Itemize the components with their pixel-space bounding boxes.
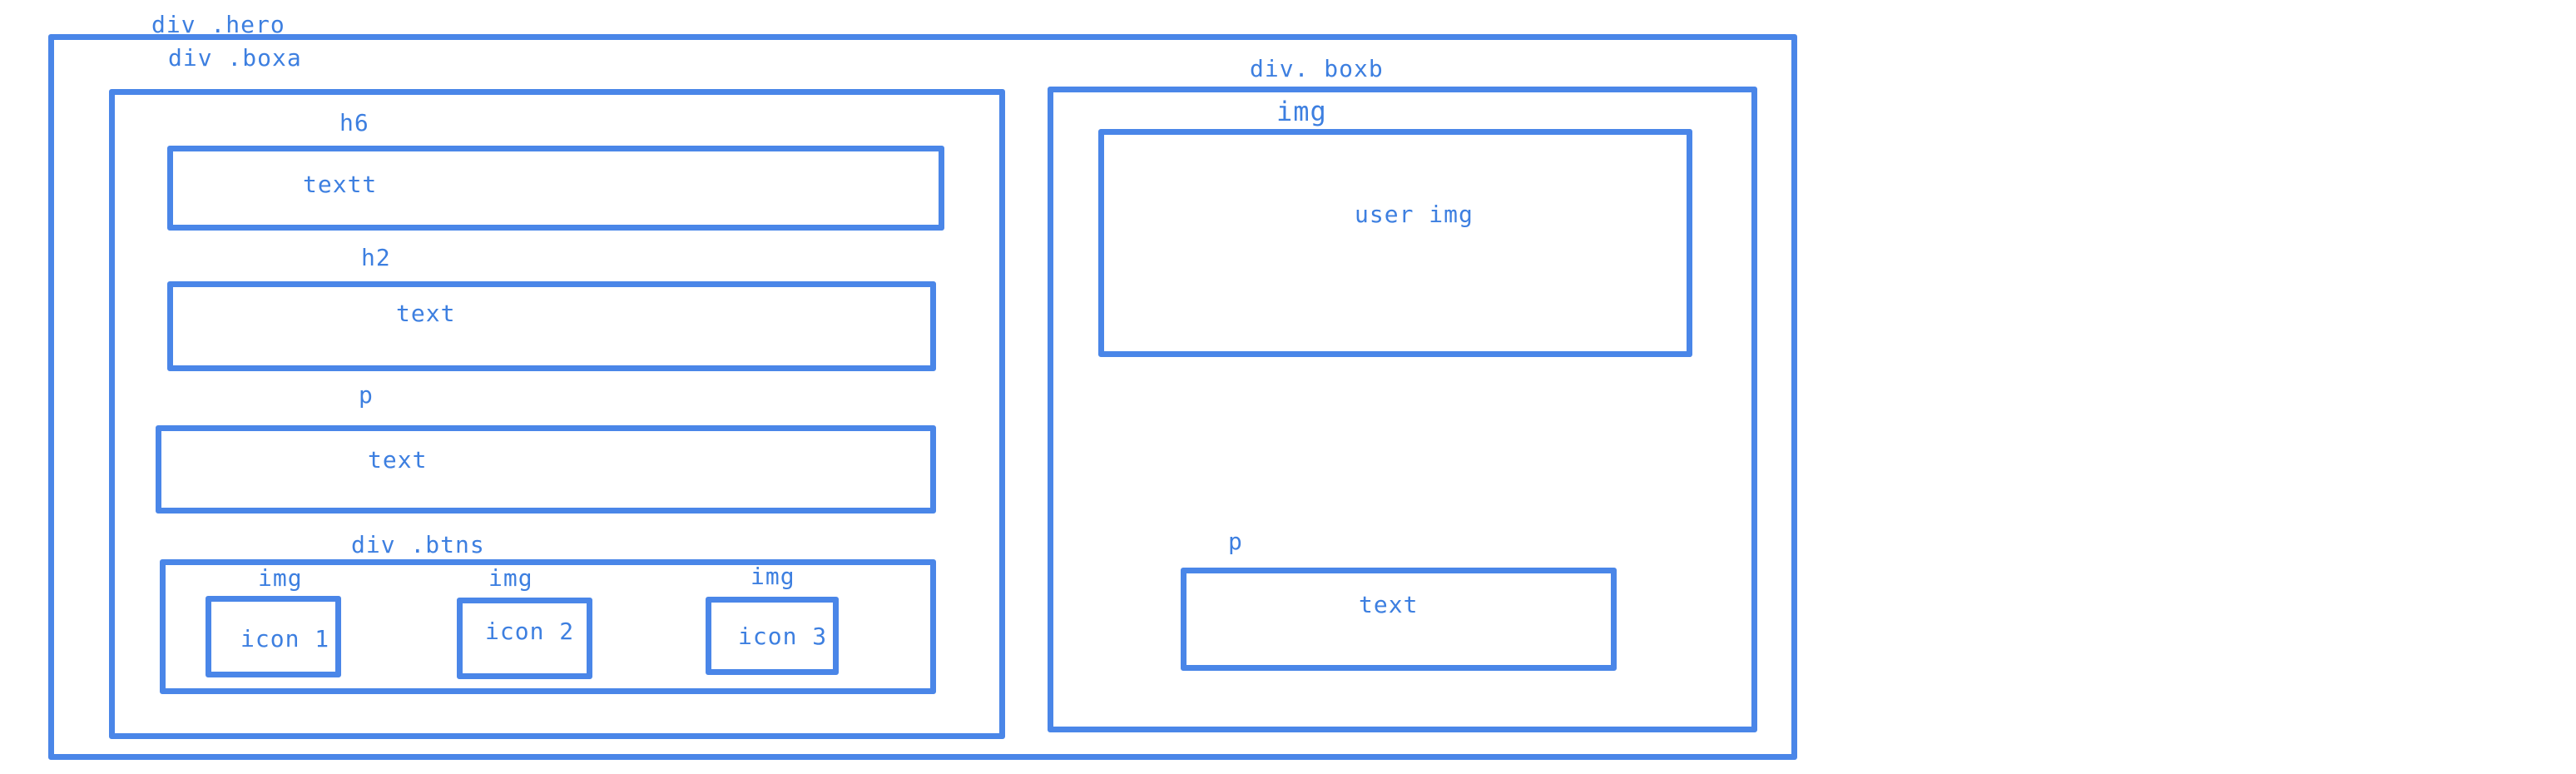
icon-1-box	[206, 596, 341, 677]
icon-3-text: icon 3	[738, 623, 828, 650]
user-img-text: user img	[1355, 201, 1474, 228]
boxb-p-box	[1181, 568, 1617, 671]
hero-label: div .hero	[151, 11, 285, 38]
h2-tag-label: h2	[361, 244, 391, 271]
boxb-label: div. boxb	[1250, 55, 1384, 82]
icon-2-text: icon 2	[485, 618, 575, 645]
h2-text: text	[396, 300, 456, 327]
icon-1-text: icon 1	[240, 625, 330, 652]
p-text: text	[368, 446, 428, 474]
icon2-tag-label: img	[488, 564, 533, 592]
p-tag-label: p	[359, 381, 374, 409]
boxb-p-text: text	[1359, 591, 1419, 618]
h6-tag-label: h6	[339, 109, 369, 136]
boxb-p-tag-label: p	[1228, 528, 1243, 555]
boxa-box	[109, 89, 1005, 739]
btns-box	[160, 559, 936, 694]
btns-label: div .btns	[351, 531, 485, 558]
icon-3-box	[706, 597, 839, 675]
boxb-img-tag-label: img	[1276, 96, 1327, 127]
h6-text: textt	[303, 171, 378, 198]
icon-2-box	[457, 598, 592, 679]
boxb-box	[1048, 87, 1757, 732]
icon1-tag-label: img	[258, 564, 303, 592]
p-box	[156, 425, 936, 514]
icon3-tag-label: img	[751, 563, 795, 590]
boxa-label: div .boxa	[168, 44, 302, 72]
h6-box	[167, 146, 944, 231]
hero-box	[48, 34, 1797, 760]
user-img-box	[1098, 129, 1692, 357]
h2-box	[167, 281, 936, 371]
